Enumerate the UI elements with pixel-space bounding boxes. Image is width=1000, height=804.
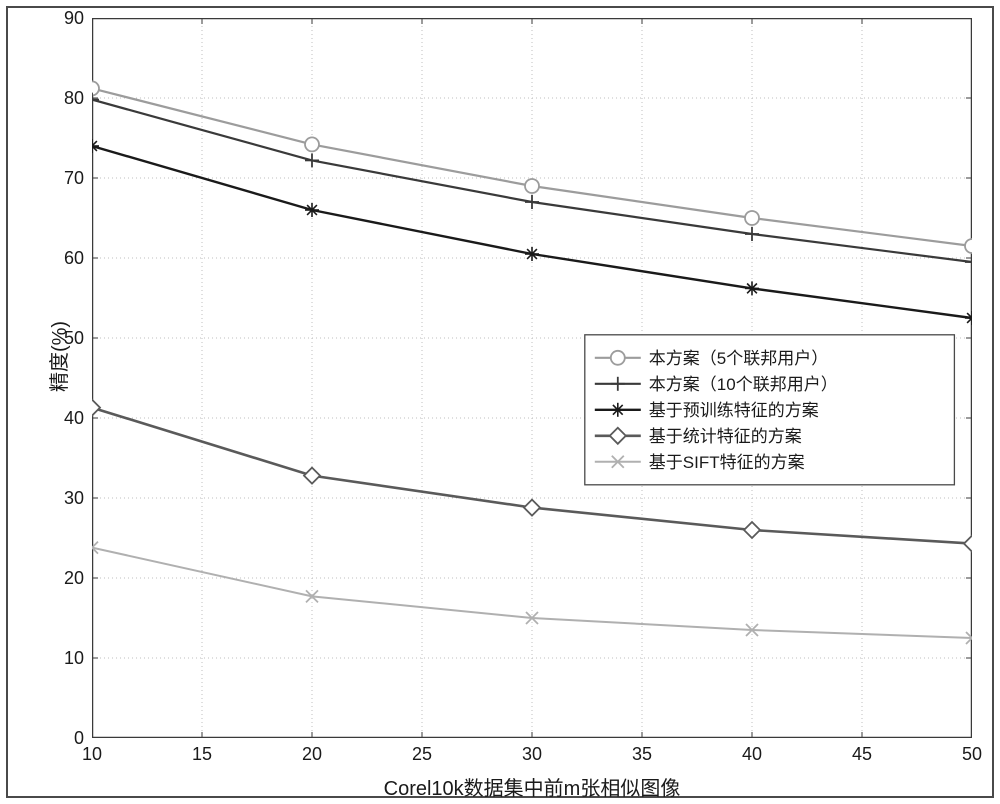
legend-label: 基于统计特征的方案 bbox=[649, 427, 802, 446]
tick-label: 50 bbox=[962, 744, 982, 765]
tick-label: 80 bbox=[64, 88, 84, 109]
tick-label: 30 bbox=[64, 488, 84, 509]
legend-label: 基于预训练特征的方案 bbox=[649, 401, 819, 420]
legend-label: 本方案（5个联邦用户） bbox=[649, 349, 828, 368]
tick-label: 90 bbox=[64, 8, 84, 29]
line-chart: 本方案（5个联邦用户） 本方案（10个联邦用户） 基于预训练特征的方案基于统计特征的… bbox=[92, 18, 972, 738]
tick-label: 40 bbox=[64, 408, 84, 429]
x-axis-label: Corel10k数据集中前m张相似图像 bbox=[384, 772, 681, 801]
tick-label: 40 bbox=[742, 744, 762, 765]
tick-label: 15 bbox=[192, 744, 212, 765]
tick-label: 20 bbox=[64, 568, 84, 589]
tick-label: 25 bbox=[412, 744, 432, 765]
tick-label: 70 bbox=[64, 168, 84, 189]
tick-label: 35 bbox=[632, 744, 652, 765]
legend: 本方案（5个联邦用户） 本方案（10个联邦用户） 基于预训练特征的方案基于统计特征的… bbox=[585, 335, 955, 485]
tick-label: 30 bbox=[522, 744, 542, 765]
tick-label: 45 bbox=[852, 744, 872, 765]
tick-label: 10 bbox=[64, 648, 84, 669]
legend-label: 基于SIFT特征的方案 bbox=[649, 453, 805, 472]
tick-label: 20 bbox=[302, 744, 322, 765]
tick-label: 0 bbox=[74, 728, 84, 749]
tick-label: 10 bbox=[82, 744, 102, 765]
legend-label: 本方案（10个联邦用户） bbox=[649, 375, 838, 394]
tick-label: 60 bbox=[64, 248, 84, 269]
y-axis-label: 精度(%) bbox=[43, 321, 72, 392]
